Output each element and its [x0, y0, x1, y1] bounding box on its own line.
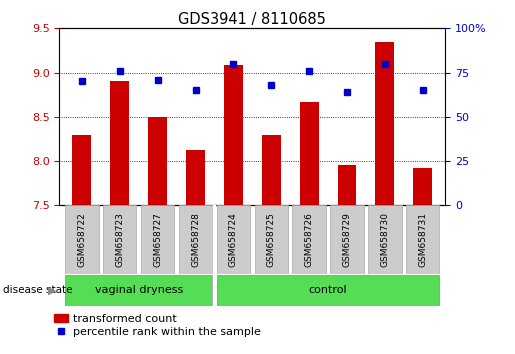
- Text: ▶: ▶: [48, 285, 57, 295]
- Bar: [148, 117, 167, 205]
- Legend: transformed count, percentile rank within the sample: transformed count, percentile rank withi…: [55, 314, 261, 337]
- Bar: [293, 205, 326, 274]
- Bar: [375, 42, 394, 205]
- Bar: [406, 205, 439, 274]
- Text: GSM658729: GSM658729: [342, 212, 352, 267]
- Text: control: control: [309, 285, 348, 295]
- Bar: [300, 102, 319, 205]
- Bar: [414, 168, 432, 205]
- Text: GSM658727: GSM658727: [153, 212, 162, 267]
- Bar: [262, 135, 281, 205]
- Bar: [65, 275, 212, 306]
- Bar: [217, 205, 250, 274]
- Bar: [73, 135, 92, 205]
- Text: GSM658731: GSM658731: [418, 212, 427, 267]
- Bar: [141, 205, 175, 274]
- Bar: [65, 205, 98, 274]
- Text: disease state: disease state: [3, 285, 72, 295]
- Text: GSM658730: GSM658730: [381, 212, 389, 267]
- Bar: [337, 165, 356, 205]
- Bar: [330, 205, 364, 274]
- Text: GSM658723: GSM658723: [115, 212, 124, 267]
- Bar: [110, 81, 129, 205]
- Bar: [186, 149, 205, 205]
- Text: vaginal dryness: vaginal dryness: [95, 285, 183, 295]
- Bar: [368, 205, 402, 274]
- Bar: [179, 205, 212, 274]
- Text: GSM658728: GSM658728: [191, 212, 200, 267]
- Bar: [224, 65, 243, 205]
- Text: GSM658726: GSM658726: [305, 212, 314, 267]
- Bar: [103, 205, 136, 274]
- Text: GSM658724: GSM658724: [229, 212, 238, 267]
- Bar: [217, 275, 439, 306]
- Text: GSM658722: GSM658722: [77, 212, 87, 267]
- Text: GDS3941 / 8110685: GDS3941 / 8110685: [178, 12, 327, 27]
- Text: GSM658725: GSM658725: [267, 212, 276, 267]
- Bar: [254, 205, 288, 274]
